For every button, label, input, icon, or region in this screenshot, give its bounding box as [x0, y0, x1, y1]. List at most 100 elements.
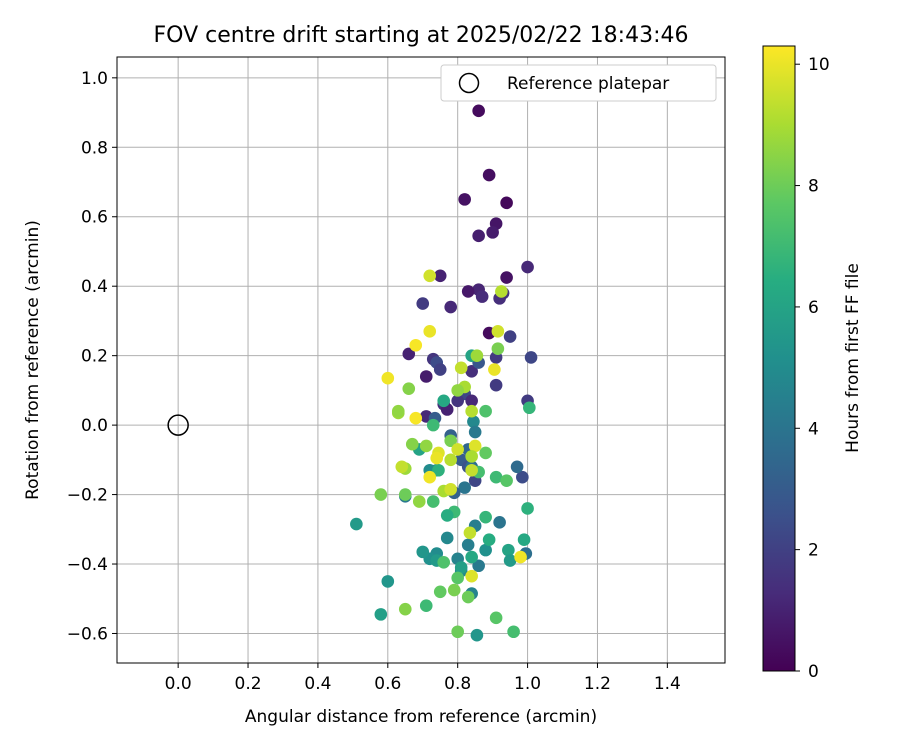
data-point: [444, 453, 458, 467]
data-point: [493, 516, 506, 529]
data-point: [440, 531, 454, 545]
data-point: [444, 300, 458, 314]
data-point: [402, 347, 416, 361]
colorbar-tick-label: 0: [808, 662, 819, 682]
data-point: [416, 297, 430, 310]
data-point: [489, 378, 503, 392]
data-point: [482, 533, 496, 547]
data-point: [467, 415, 480, 428]
data-point: [472, 104, 485, 118]
data-point: [412, 495, 426, 508]
data-point: [391, 404, 405, 418]
y-tick-label: −0.6: [67, 624, 108, 644]
colorbar-tick-label: 10: [808, 55, 830, 75]
data-point: [465, 450, 478, 463]
data-point: [503, 554, 517, 567]
data-point: [479, 543, 492, 557]
data-point: [409, 411, 423, 425]
data-point: [458, 481, 471, 494]
data-point: [465, 550, 478, 564]
y-axis-ticks: −0.6 −0.4 −0.2 0.0 0.2 0.4 0.6 0.8 1.0: [67, 69, 117, 644]
data-point: [479, 404, 492, 418]
data-point: [461, 285, 475, 298]
data-point: [444, 483, 458, 496]
y-tick-label: 0.4: [81, 277, 108, 297]
data-point: [503, 330, 517, 343]
x-axis-label: Angular distance from reference (arcmin): [245, 707, 597, 727]
data-point: [479, 510, 492, 524]
colorbar-tick-label: 8: [808, 177, 819, 197]
grid-lines: [117, 57, 725, 663]
y-tick-label: 1.0: [81, 69, 108, 89]
data-point: [451, 625, 464, 639]
x-tick-label: 0.6: [374, 674, 401, 694]
colorbar-label: Hours from first FF file: [843, 263, 863, 453]
data-point: [447, 583, 461, 597]
data-point: [454, 361, 468, 375]
data-point: [398, 602, 412, 616]
data-point: [468, 439, 482, 453]
chart-title: FOV centre drift starting at 2025/02/22 …: [154, 23, 689, 48]
data-point: [451, 394, 464, 408]
data-point: [433, 363, 447, 376]
y-tick-label: 0.2: [81, 347, 108, 367]
data-point: [437, 555, 451, 569]
data-point: [454, 561, 468, 574]
y-tick-label: 0.0: [81, 416, 108, 436]
data-point: [395, 460, 409, 474]
data-point: [426, 418, 440, 432]
data-point: [465, 394, 478, 408]
legend-entry-reference-platepar: Reference platepar: [507, 74, 669, 94]
data-point: [423, 325, 437, 338]
y-tick-label: −0.2: [67, 486, 108, 506]
reference-platepar-marker: [167, 414, 189, 436]
data-point: [500, 271, 513, 284]
reference-marker-layer: [167, 414, 189, 436]
data-point: [409, 338, 423, 352]
colorbar-gradient: [762, 45, 796, 672]
data-point: [381, 575, 395, 588]
colorbar-tick-label: 6: [808, 298, 819, 318]
data-point: [523, 401, 536, 415]
x-tick-label: 0.0: [165, 674, 192, 694]
scatter-points: [350, 104, 538, 642]
x-tick-label: 1.0: [514, 674, 541, 694]
data-point: [419, 599, 433, 612]
data-point: [470, 349, 484, 362]
y-tick-label: 0.8: [81, 138, 108, 158]
data-point: [433, 585, 447, 599]
data-point: [419, 439, 433, 453]
data-point: [475, 290, 489, 303]
data-point: [500, 474, 513, 487]
x-tick-label: 0.4: [304, 674, 331, 694]
data-point: [381, 371, 395, 385]
data-point: [374, 608, 388, 621]
x-axis-ticks: 0.0 0.2 0.4 0.6 0.8 1.0 1.2 1.4: [165, 663, 681, 694]
data-point: [486, 226, 499, 239]
data-point: [516, 470, 529, 484]
data-point: [432, 463, 445, 477]
data-point: [491, 342, 505, 356]
data-point: [416, 545, 430, 559]
data-point: [472, 229, 485, 243]
legend: Reference platepar: [440, 64, 717, 102]
x-tick-label: 0.8: [444, 674, 471, 694]
data-point: [489, 611, 503, 625]
y-tick-label: −0.4: [67, 555, 108, 575]
data-point: [405, 437, 419, 451]
plot-area-frame: [116, 56, 726, 664]
data-point: [479, 446, 492, 460]
data-point: [502, 543, 515, 557]
data-point: [430, 451, 444, 465]
data-point: [426, 495, 440, 508]
data-point: [465, 463, 478, 477]
data-point: [433, 269, 447, 283]
data-point: [350, 517, 363, 531]
data-point: [465, 364, 478, 378]
data-point: [423, 269, 437, 283]
x-tick-label: 1.4: [654, 674, 681, 694]
data-point: [468, 425, 482, 439]
data-point: [419, 370, 433, 383]
colorbar-tick-label: 4: [808, 419, 819, 439]
